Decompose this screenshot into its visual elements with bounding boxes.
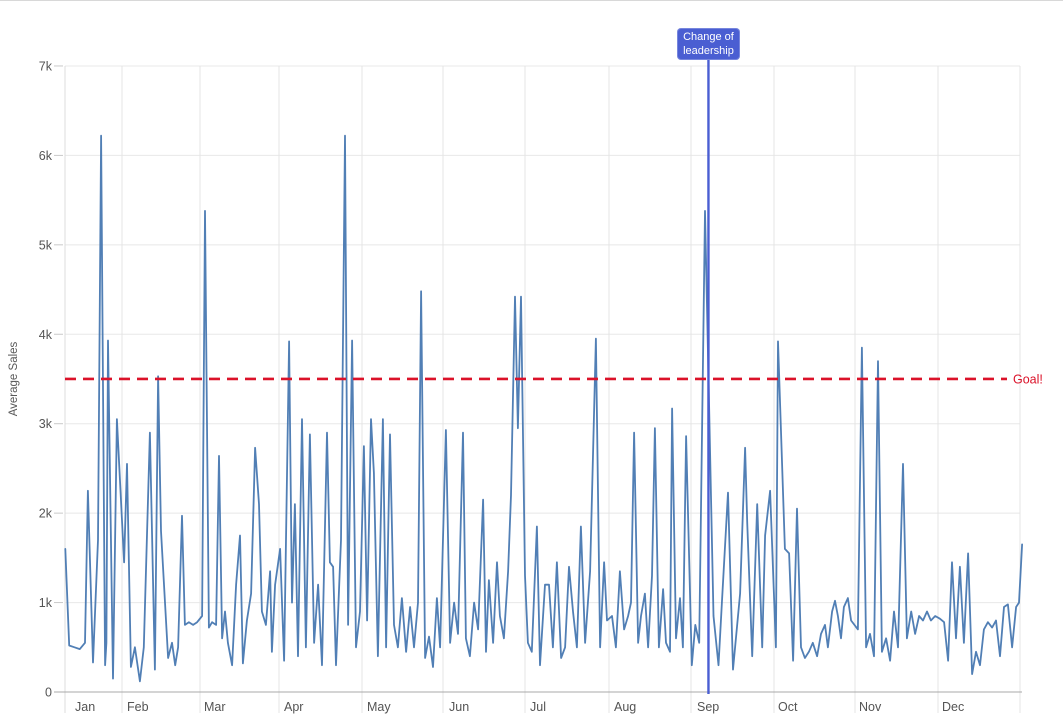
sales-line-series[interactable] [64,134,1023,683]
y-tick-label: 3k [39,417,53,431]
x-tick-label-jul: Jul [530,700,546,714]
y-tick-label: 1k [39,596,53,610]
x-axis-month-labels: Jan Feb Mar Apr May Jun Jul Aug Sep Oct Nov Dec [75,700,964,714]
x-tick-label-jan: Jan [75,700,95,714]
x-tick-label-oct: Oct [778,700,798,714]
y-tick-label: 5k [39,238,53,252]
x-tick-label-nov: Nov [859,700,882,714]
y-tick-label: 2k [39,507,53,521]
x-tick-label-sep: Sep [697,700,719,714]
y-axis-title: Average Sales [8,341,20,417]
goal-reference-label: Goal! [1013,372,1043,386]
x-tick-label-feb: Feb [127,700,149,714]
y-axis-tick-labels: 0 1k 2k 3k 4k 5k 6k 7k [39,59,53,699]
gridlines [54,65,1022,713]
x-tick-label-jun: Jun [449,700,469,714]
y-tick-label: 4k [39,328,53,342]
x-tick-label-apr: Apr [284,700,303,714]
x-tick-label-dec: Dec [942,700,964,714]
x-tick-label-may: May [367,700,391,714]
y-tick-label: 6k [39,149,53,163]
x-tick-label-mar: Mar [204,700,226,714]
y-tick-label: 7k [39,59,53,73]
annotation-change-of-leadership[interactable]: Change of leadership [676,28,740,60]
x-tick-label-aug: Aug [614,700,636,714]
y-tick-label: 0 [45,686,52,700]
